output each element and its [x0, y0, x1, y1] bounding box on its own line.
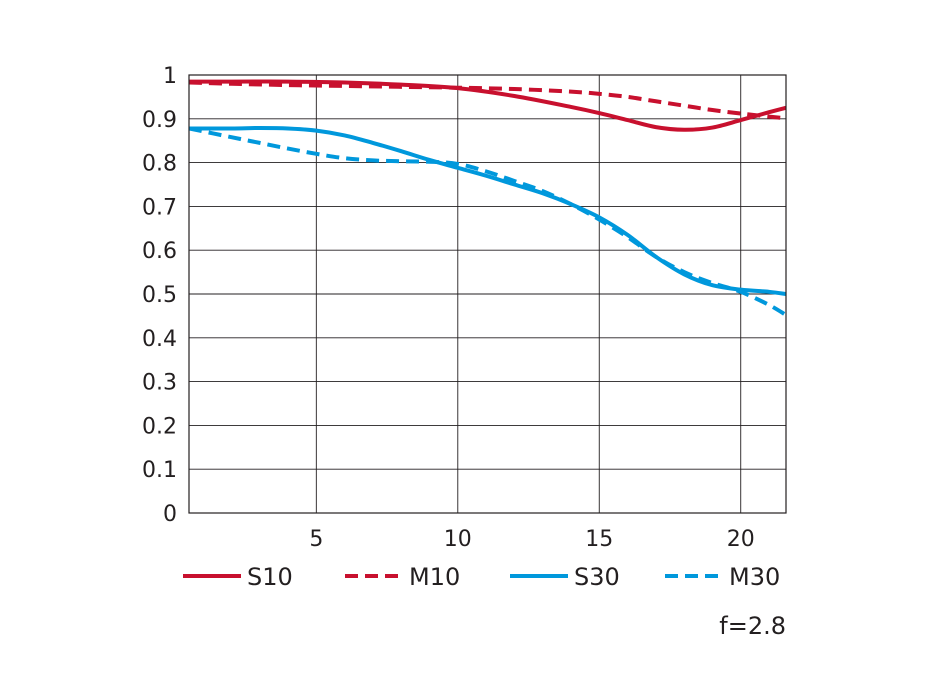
y-tick-label: 0 — [163, 502, 177, 527]
plot-frame — [188, 74, 787, 514]
y-tick-label: 0.4 — [142, 327, 177, 352]
series-layer — [189, 79, 786, 317]
x-tick-label: 20 — [727, 527, 755, 552]
x-tick-label: 10 — [444, 527, 472, 552]
y-tick-label: 0.2 — [142, 414, 177, 439]
y-tick-label: 0.8 — [142, 152, 177, 177]
y-tick-label: 0.5 — [142, 283, 177, 308]
aperture-note: f=2.8 — [719, 612, 786, 640]
x-tick-label: 5 — [309, 527, 323, 552]
y-tick-label: 0.3 — [142, 371, 177, 396]
legend-label-m10: M10 — [409, 563, 460, 591]
series-line-s10 — [189, 79, 786, 132]
y-tick-label: 0.1 — [142, 458, 177, 483]
legend-label-s10: S10 — [247, 563, 293, 591]
x-axis-ticks: 5 10 15 20 — [309, 527, 754, 552]
y-tick-label: 0.6 — [142, 239, 177, 264]
y-axis-ticks: 0 0.1 0.2 0.3 0.4 0.5 0.6 0.7 0.8 0.9 1 — [142, 64, 177, 527]
x-tick-label: 15 — [585, 527, 613, 552]
y-tick-label: 0.7 — [142, 195, 177, 220]
legend-label-m30: M30 — [729, 563, 780, 591]
y-tick-label: 1 — [163, 64, 177, 89]
legend-label-s30: S30 — [574, 563, 620, 591]
series-line-s30 — [189, 125, 786, 296]
legend: S10 M10 S30 M30 — [183, 563, 780, 591]
y-tick-label: 0.9 — [142, 108, 177, 133]
series-line-m10 — [189, 80, 786, 121]
